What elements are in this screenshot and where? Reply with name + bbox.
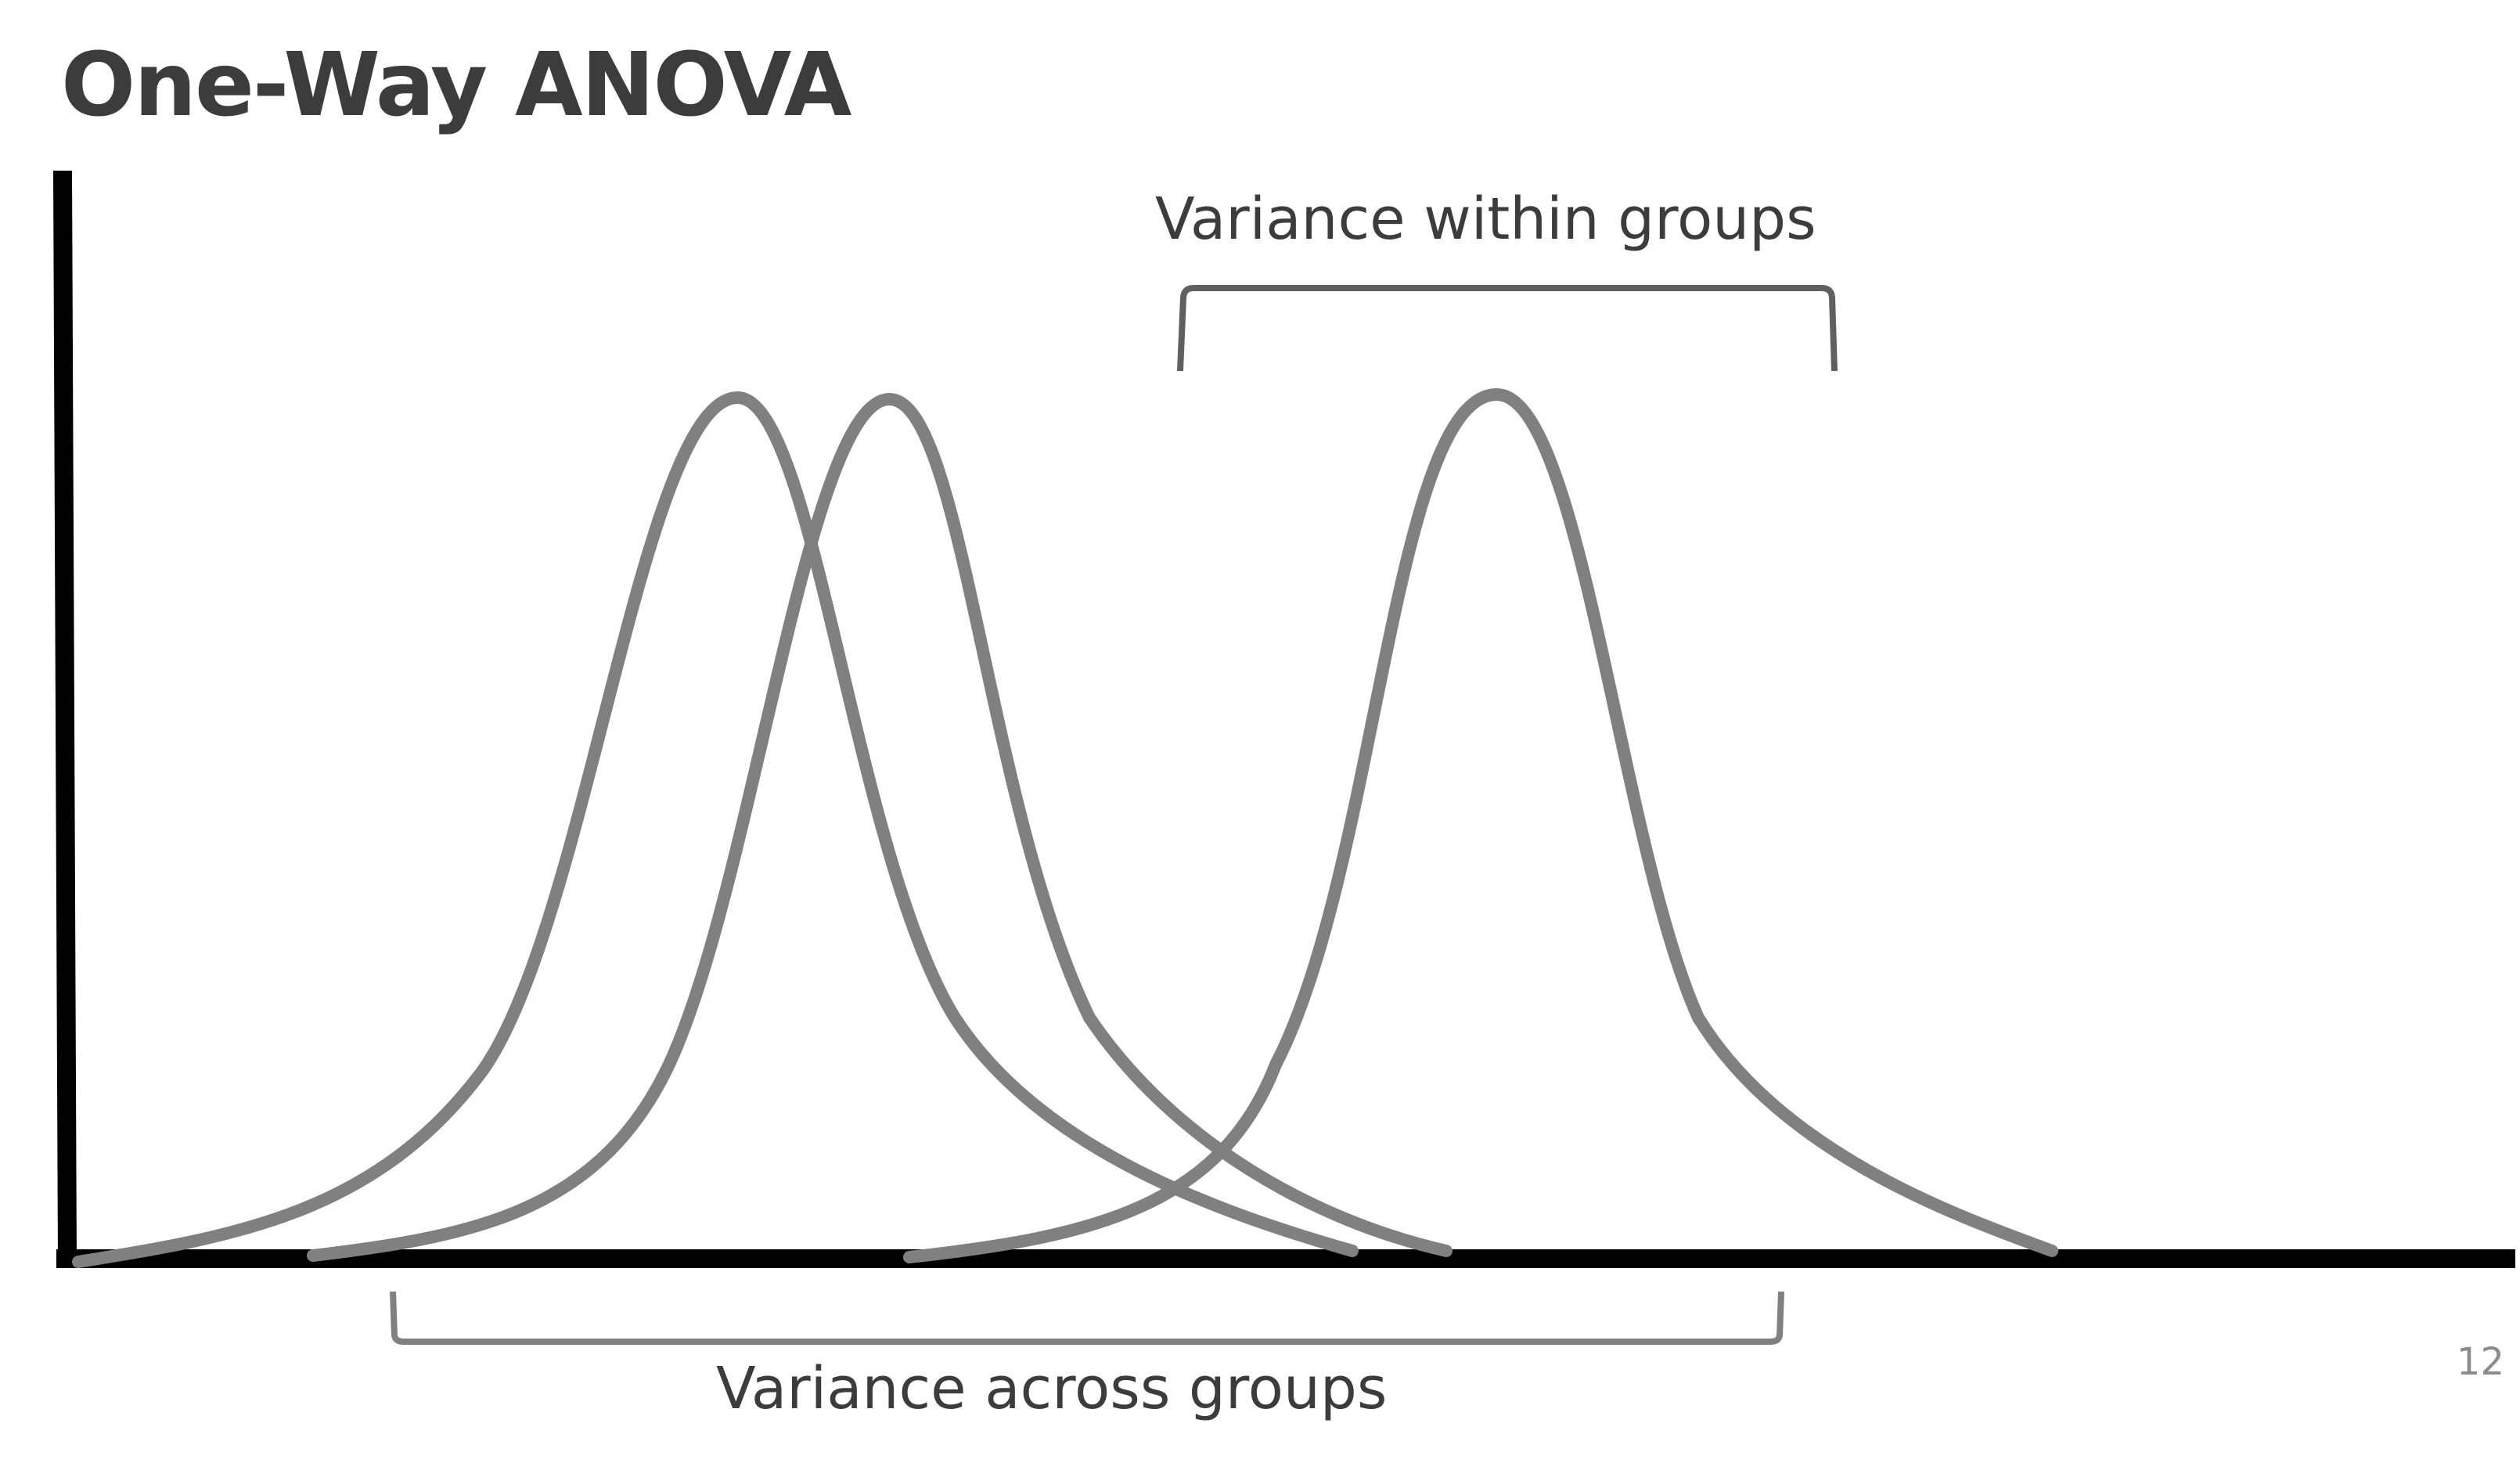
- label-variance-within: Variance within groups: [1155, 186, 1816, 253]
- slide-number: 12: [2456, 1340, 2504, 1384]
- label-variance-across: Variance across groups: [716, 1355, 1388, 1422]
- distribution-curve-2: [307, 392, 1453, 1262]
- slide-title: One-Way ANOVA: [61, 34, 851, 136]
- bracket-across-groups: [390, 1291, 1784, 1345]
- distribution-curve-1: [72, 391, 1359, 1268]
- distribution-curve-3: [903, 387, 2058, 1263]
- y-axis: [53, 170, 77, 1264]
- bracket-within-groups: [1177, 285, 1838, 372]
